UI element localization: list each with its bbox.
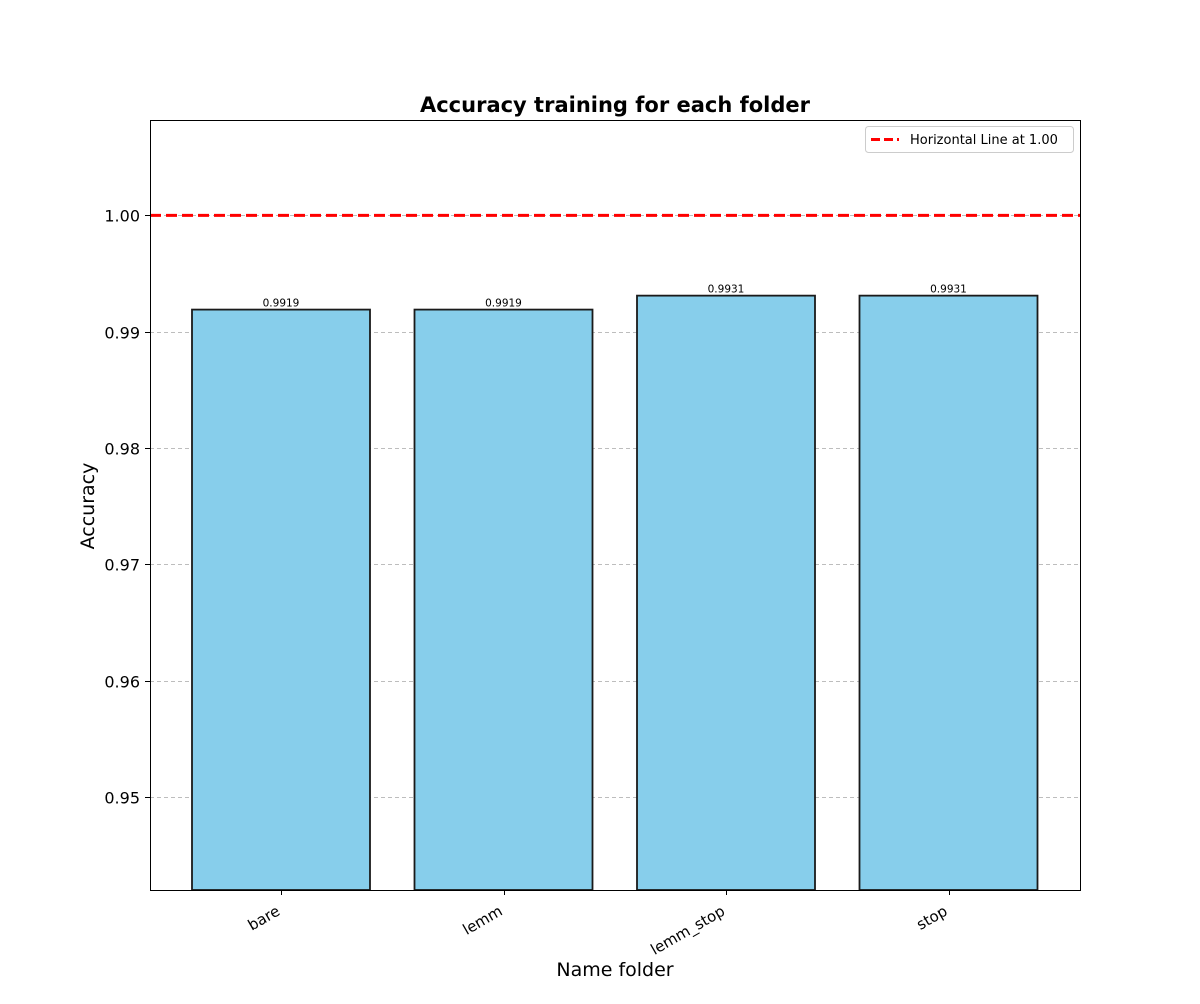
y-tick-label: 0.96 bbox=[104, 673, 140, 692]
bar-lemm-stop bbox=[636, 294, 816, 891]
bar-value-labels: 0.9919 0.9919 0.9931 0.9931 bbox=[263, 284, 967, 310]
plot-frame bbox=[150, 120, 1081, 891]
y-tick-label: 0.97 bbox=[104, 556, 140, 575]
bar-value-label: 0.9931 bbox=[708, 284, 745, 296]
bar-value-label: 0.9919 bbox=[263, 298, 300, 310]
bar-bare bbox=[191, 308, 371, 891]
y-tick-label: 1.00 bbox=[104, 207, 140, 226]
y-axis-label: Accuracy bbox=[77, 463, 99, 550]
y-tick-label: 0.95 bbox=[104, 789, 140, 808]
y-axis: 0.95 0.96 0.97 0.98 0.99 1.00 bbox=[104, 207, 150, 808]
bars bbox=[191, 294, 1039, 891]
legend: Horizontal Line at 1.00 bbox=[865, 126, 1074, 153]
legend-label: Horizontal Line at 1.00 bbox=[910, 133, 1058, 148]
bar-value-label: 0.9919 bbox=[485, 298, 522, 310]
y-tick-label: 0.99 bbox=[104, 324, 140, 343]
x-axis-label: Name folder bbox=[556, 959, 673, 981]
bar-lemm bbox=[413, 308, 594, 891]
y-tick-label: 0.98 bbox=[104, 440, 140, 459]
legend-box bbox=[865, 126, 1074, 153]
chart-title: Accuracy training for each folder bbox=[420, 93, 811, 117]
bar-value-label: 0.9931 bbox=[930, 284, 967, 296]
bar-stop bbox=[858, 294, 1039, 891]
